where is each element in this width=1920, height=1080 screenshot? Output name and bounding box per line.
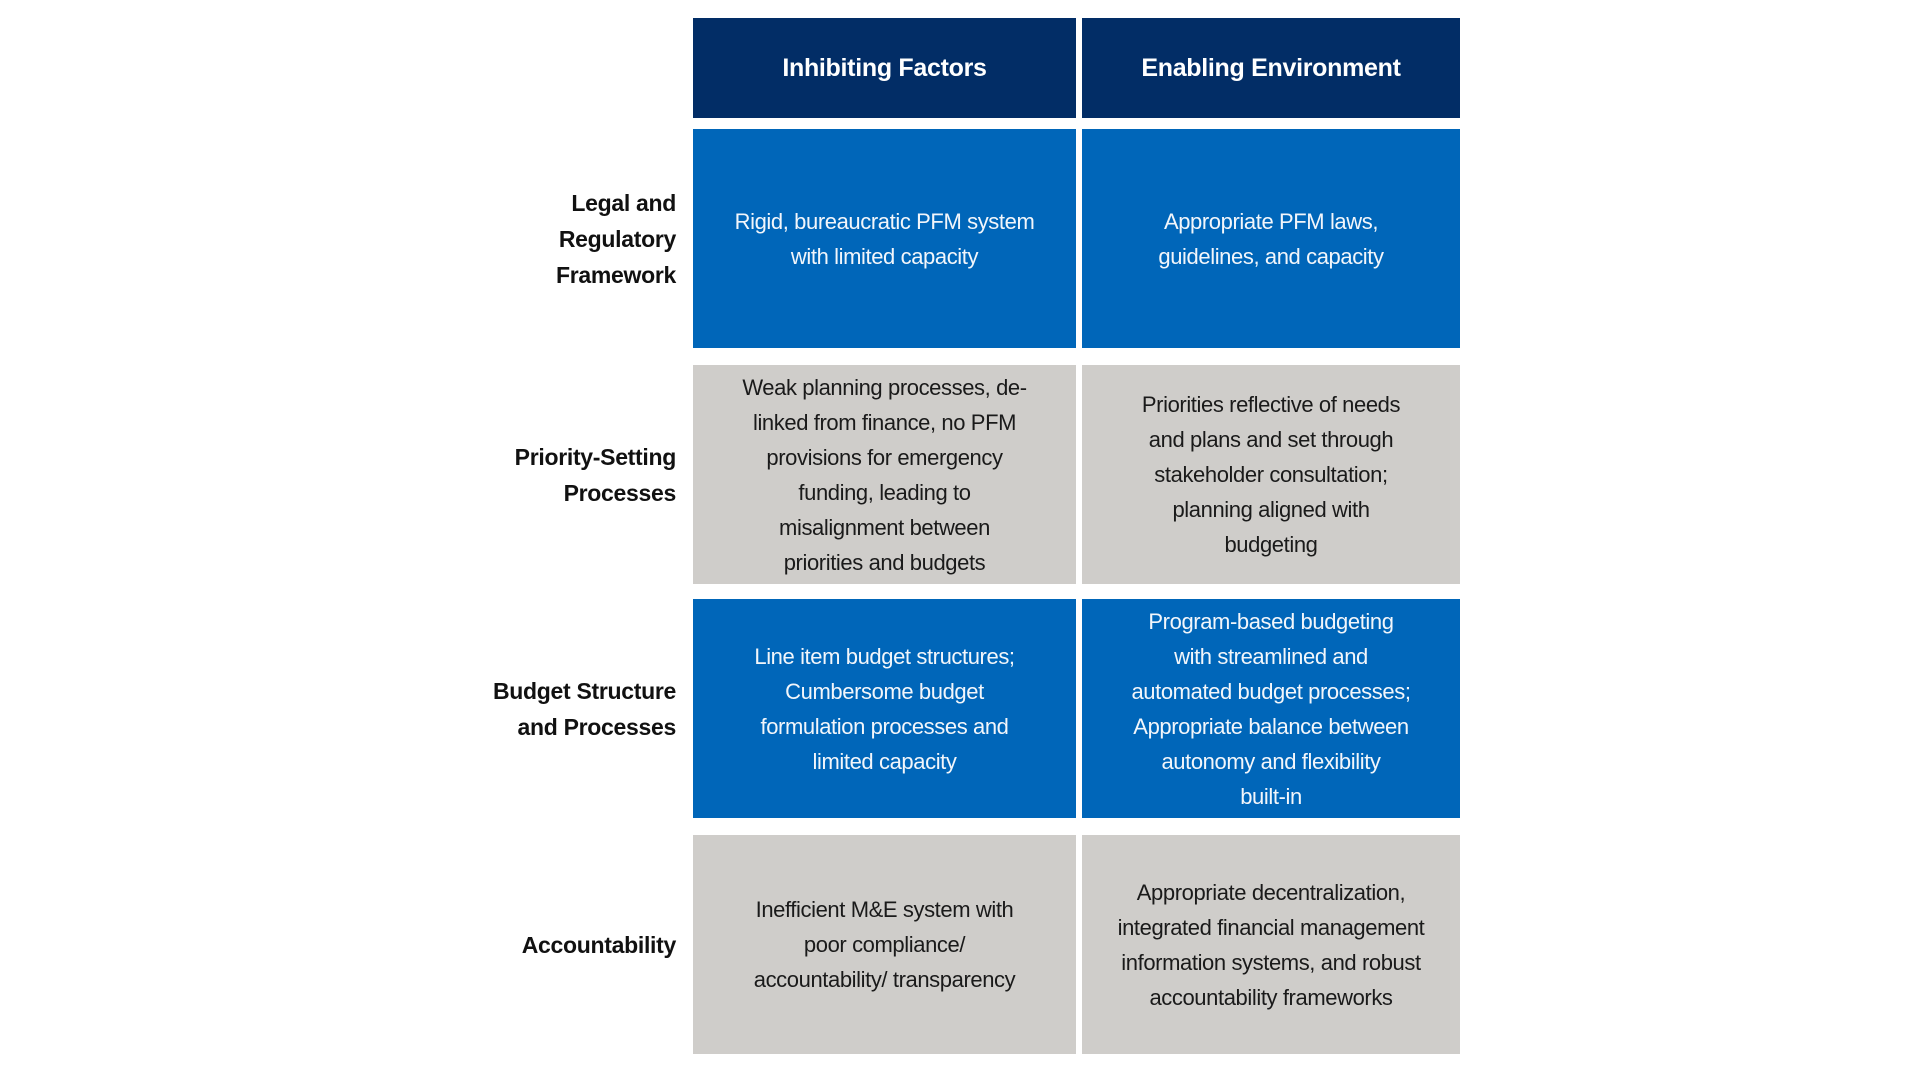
cell-enabling-accountability: Appropriate decentralization, integrated … bbox=[1082, 835, 1460, 1054]
row-label-legal-regulatory-framework: Legal and Regulatory Framework bbox=[416, 129, 676, 348]
cell-text-line: built-in bbox=[1240, 783, 1302, 809]
cell-text-line: Program-based budgeting bbox=[1148, 608, 1394, 634]
cell-text-line: priorities and budgets bbox=[783, 549, 986, 575]
row-label-budget-structure-processes: Budget Structure and Processes bbox=[416, 599, 676, 818]
cell-text-line: Appropriate PFM laws, bbox=[1163, 208, 1379, 234]
header-enabling-environment: Enabling Environment bbox=[1082, 18, 1460, 118]
cell-inhibiting-budget-structure-processes: Line item budget structures; Cumbersome b… bbox=[693, 599, 1076, 818]
cell-text-line: Cumbersome budget bbox=[785, 678, 984, 704]
row-label-priority-setting-processes: Priority-Setting Processes bbox=[416, 365, 677, 584]
cell-text-line: budgeting bbox=[1224, 532, 1318, 557]
cell-text-line: with limited capacity bbox=[790, 243, 979, 269]
cell-enabling-priority-setting-processes: Priorities reflective of needs and plans … bbox=[1082, 365, 1460, 584]
cell-inhibiting-accountability: Inefficient M&E system with poor complian… bbox=[693, 835, 1076, 1054]
cell-text-line: Weak planning processes, de- bbox=[742, 374, 1027, 400]
cell-enabling-budget-structure-processes: Program-based budgeting with streamlined … bbox=[1082, 599, 1460, 818]
cell-inhibiting-legal-regulatory-framework: Rigid, bureaucratic PFM system with limit… bbox=[693, 129, 1076, 348]
cell-text-line: misalignment between bbox=[779, 514, 990, 540]
cell-text-line: stakeholder consultation; bbox=[1154, 462, 1388, 487]
row-label-line: Budget Structure bbox=[492, 677, 676, 704]
row-label-line: Priority-Setting bbox=[514, 443, 677, 470]
cell-enabling-legal-regulatory-framework: Appropriate PFM laws, guidelines, and cap… bbox=[1082, 129, 1460, 348]
cell-text-line: Rigid, bureaucratic PFM system bbox=[734, 208, 1035, 234]
cell-text-line: with streamlined and bbox=[1174, 643, 1368, 669]
cell-text-line: planning aligned with bbox=[1172, 497, 1370, 522]
cell-text-line: formulation processes and bbox=[760, 713, 1009, 739]
cell-text-line: accountability/ transparency bbox=[753, 967, 1016, 992]
cell-text-line: provisions for emergency bbox=[766, 444, 1003, 470]
cell-text-line: Line item budget structures; bbox=[754, 643, 1015, 669]
cell-text-line: poor compliance/ bbox=[803, 932, 966, 957]
row-label-line: Accountability bbox=[521, 931, 677, 958]
cell-text-line: automated budget processes; bbox=[1131, 678, 1411, 704]
cell-text-line: Inefficient M&E system with bbox=[755, 897, 1014, 922]
row-label-line: Legal and bbox=[571, 189, 676, 216]
cell-text-line: Appropriate balance between bbox=[1133, 713, 1409, 739]
cell-text-line: information systems, and robust bbox=[1121, 949, 1421, 975]
row-label-line: Regulatory bbox=[558, 225, 676, 252]
row-label-line: and Processes bbox=[517, 713, 677, 740]
cell-text-line: guidelines, and capacity bbox=[1158, 243, 1384, 269]
cell-inhibiting-priority-setting-processes: Weak planning processes, de-linked from … bbox=[693, 365, 1076, 584]
cell-text-line: autonomy and flexibility bbox=[1161, 748, 1381, 774]
column-header: Enabling Environment bbox=[1141, 53, 1401, 82]
cell-text-line: Appropriate decentralization, bbox=[1136, 879, 1406, 905]
cell-text-line: integrated financial management bbox=[1117, 914, 1425, 940]
cell-text-line: linked from finance, no PFM bbox=[752, 409, 1017, 435]
cell-text-line: funding, leading to bbox=[798, 479, 971, 505]
column-header: Inhibiting Factors bbox=[782, 53, 987, 82]
cell-text-line: and plans and set through bbox=[1148, 427, 1394, 452]
row-label-line: Processes bbox=[563, 479, 677, 506]
header-inhibiting-factors: Inhibiting Factors bbox=[693, 18, 1076, 118]
cell-text-line: limited capacity bbox=[812, 748, 957, 774]
row-label-line: Framework bbox=[555, 261, 676, 288]
cell-text-line: Priorities reflective of needs bbox=[1141, 392, 1401, 417]
row-label-accountability: Accountability bbox=[416, 835, 677, 1054]
cell-text-line: accountability frameworks bbox=[1149, 984, 1393, 1010]
